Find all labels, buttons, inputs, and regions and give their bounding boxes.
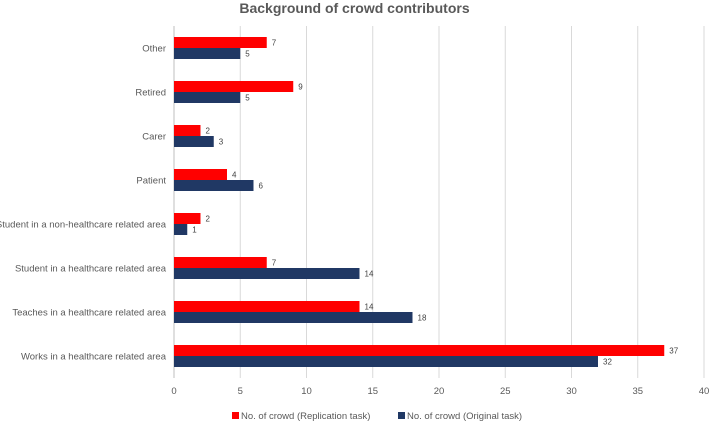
data-label: 2 <box>206 127 211 136</box>
data-label: 5 <box>245 50 250 59</box>
bar <box>174 136 214 147</box>
x-tick-label: 5 <box>238 386 243 397</box>
bar <box>174 81 294 92</box>
bar <box>174 268 360 279</box>
x-tick-label: 30 <box>566 386 577 397</box>
legend-label: No. of crowd (Original task) <box>407 411 522 422</box>
category-label: Student in a healthcare related area <box>15 264 167 275</box>
data-label: 6 <box>259 182 264 191</box>
bar <box>174 37 267 48</box>
category-label: Works in a healthcare related area <box>21 352 167 363</box>
x-tick-label: 25 <box>500 386 511 397</box>
x-tick-label: 10 <box>301 386 312 397</box>
bar <box>174 301 360 312</box>
chart-title: Background of crowd contributors <box>239 0 469 16</box>
x-axis: 0 5 10 15 20 25 30 35 40 <box>171 386 709 397</box>
bar <box>174 48 241 59</box>
bars <box>174 37 665 367</box>
category-label: Other <box>142 44 166 55</box>
y-axis: Other Retired Carer Patient Student in a non… <box>0 44 167 363</box>
legend-swatch <box>232 412 239 419</box>
legend: No. of crowd (Replication task) No. of cr… <box>232 411 522 422</box>
data-label: 18 <box>418 314 427 323</box>
data-label: 7 <box>272 39 277 48</box>
x-tick-label: 35 <box>632 386 643 397</box>
gridlines <box>173 26 705 378</box>
bar <box>174 169 227 180</box>
data-label: 32 <box>603 358 612 367</box>
data-label: 14 <box>365 270 374 279</box>
data-label: 1 <box>192 226 197 235</box>
bar <box>174 92 241 103</box>
bar <box>174 312 413 323</box>
data-label: 5 <box>245 94 250 103</box>
x-tick-label: 15 <box>367 386 378 397</box>
data-label: 14 <box>365 303 374 312</box>
bar <box>174 356 598 367</box>
bar <box>174 125 201 136</box>
bar <box>174 345 665 356</box>
category-label: Teaches in a healthcare related area <box>12 308 166 319</box>
data-label: 37 <box>669 347 678 356</box>
category-label: Carer <box>142 132 166 143</box>
data-label: 9 <box>298 83 303 92</box>
x-tick-label: 40 <box>699 386 709 397</box>
data-label: 4 <box>232 171 237 180</box>
data-label: 3 <box>219 138 224 147</box>
x-tick-label: 0 <box>171 386 176 397</box>
category-label: Patient <box>136 176 166 187</box>
data-label: 2 <box>206 215 211 224</box>
data-label: 7 <box>272 259 277 268</box>
bar <box>174 257 267 268</box>
category-label: Retired <box>135 88 166 99</box>
x-tick-label: 20 <box>434 386 445 397</box>
legend-label: No. of crowd (Replication task) <box>241 411 370 422</box>
bar <box>174 224 188 235</box>
bar <box>174 213 201 224</box>
bar <box>174 180 254 191</box>
category-label: Student in a non-healthcare related area <box>0 220 167 231</box>
legend-swatch <box>398 412 405 419</box>
